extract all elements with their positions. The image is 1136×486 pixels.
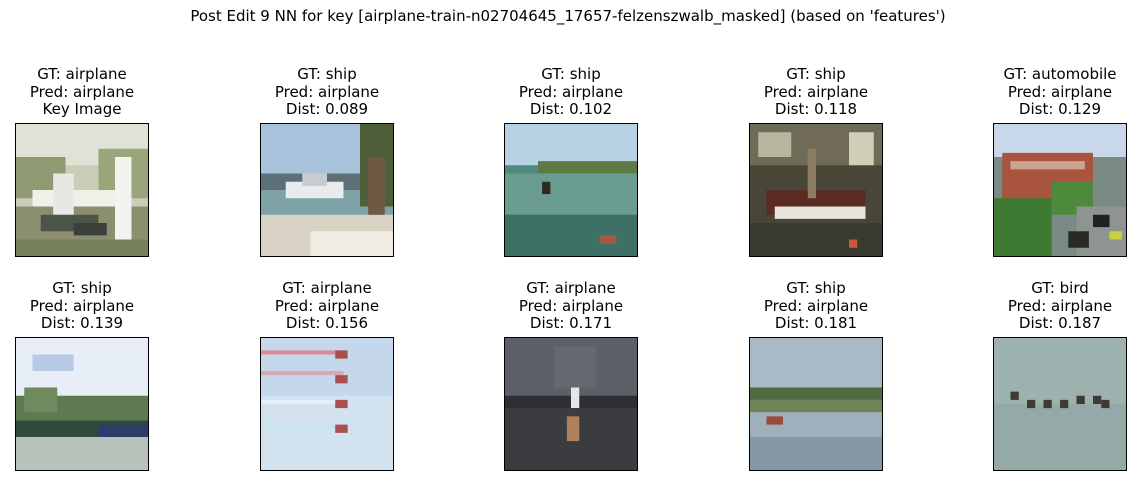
dist-label: Dist: 0.171 (529, 314, 613, 332)
pred-label: Pred: airplane (1007, 296, 1113, 315)
pred-label: Pred: airplane (274, 296, 380, 315)
gt-label: GT: ship (786, 279, 846, 297)
panel-title: GT: airplane Pred: airplane Dist: 0.156 (227, 279, 427, 333)
panel-title: GT: ship Pred: airplane Dist: 0.089 (227, 65, 427, 119)
thumbnail-image (504, 337, 638, 471)
thumbnail-image (993, 337, 1127, 471)
thumbnail-image (260, 337, 394, 471)
pred-label: Pred: airplane (518, 82, 624, 101)
gt-label: GT: airplane (37, 65, 127, 83)
dist-label: Dist: 0.187 (1018, 314, 1102, 332)
gt-label: GT: ship (297, 65, 357, 83)
thumbnail-image (260, 123, 394, 257)
panel-title: GT: ship Pred: airplane Dist: 0.181 (716, 279, 916, 333)
dist-label: Dist: 0.129 (1018, 100, 1102, 118)
panel-title: GT: ship Pred: airplane Dist: 0.139 (0, 279, 182, 333)
dist-label: Dist: 0.139 (40, 314, 124, 332)
pred-label: Pred: airplane (274, 82, 380, 101)
dist-label: Dist: 0.102 (529, 100, 613, 118)
thumbnail-image (749, 337, 883, 471)
gt-label: GT: ship (52, 279, 112, 297)
pred-label: Pred: airplane (763, 82, 869, 101)
thumbnail-image (15, 337, 149, 471)
pred-label: Pred: airplane (518, 296, 624, 315)
gt-label: GT: bird (1031, 279, 1089, 297)
panel-title: GT: ship Pred: airplane Dist: 0.102 (471, 65, 671, 119)
gt-label: GT: automobile (1003, 65, 1117, 83)
thumbnail-image (15, 123, 149, 257)
pred-label: Pred: airplane (763, 296, 869, 315)
gt-label: GT: ship (786, 65, 846, 83)
thumbnail-image (749, 123, 883, 257)
panel-title: GT: airplane Pred: airplane Key Image (0, 65, 182, 119)
panel-title: GT: ship Pred: airplane Dist: 0.118 (716, 65, 916, 119)
gt-label: GT: airplane (282, 279, 372, 297)
pred-label: Pred: airplane (29, 82, 135, 101)
figure-suptitle: Post Edit 9 NN for key [airplane-train-n… (190, 7, 946, 25)
gt-label: GT: ship (541, 65, 601, 83)
thumbnail-image (504, 123, 638, 257)
pred-label: Pred: airplane (1007, 82, 1113, 101)
thumbnail-image (993, 123, 1127, 257)
dist-label: Dist: 0.118 (774, 100, 858, 118)
pred-label: Pred: airplane (29, 296, 135, 315)
dist-label: Dist: 0.089 (285, 100, 369, 118)
panel-title: GT: airplane Pred: airplane Dist: 0.171 (471, 279, 671, 333)
gt-label: GT: airplane (526, 279, 616, 297)
panel-title: GT: bird Pred: airplane Dist: 0.187 (960, 279, 1136, 333)
key-image-label: Key Image (42, 100, 122, 118)
dist-label: Dist: 0.156 (285, 314, 369, 332)
dist-label: Dist: 0.181 (774, 314, 858, 332)
panel-title: GT: automobile Pred: airplane Dist: 0.12… (960, 65, 1136, 119)
